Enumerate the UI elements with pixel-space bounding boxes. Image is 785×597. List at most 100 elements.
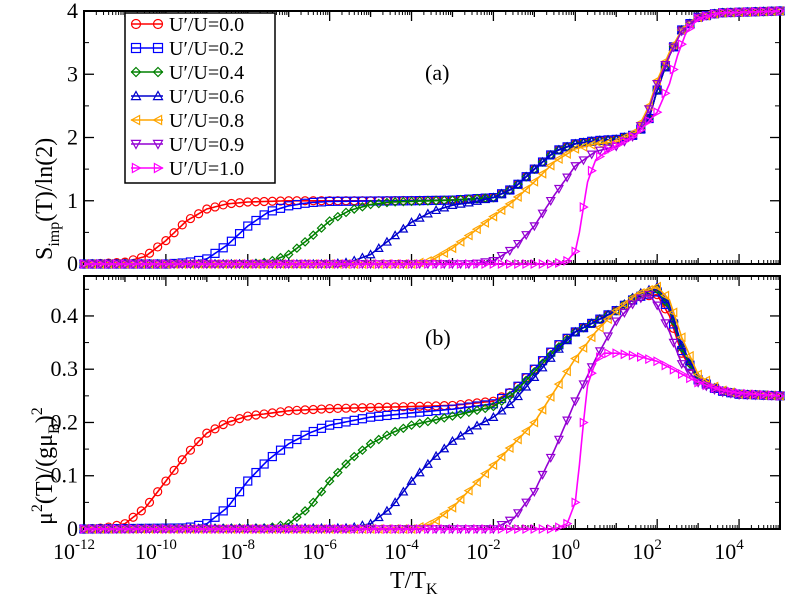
data-point xyxy=(350,523,360,535)
data-point xyxy=(218,243,228,253)
data-point xyxy=(578,156,589,166)
y-tick-label: 0 xyxy=(67,251,78,276)
data-point xyxy=(537,362,548,372)
data-point xyxy=(431,414,441,425)
data-point xyxy=(144,248,155,258)
data-point xyxy=(463,425,474,435)
data-point xyxy=(643,105,655,115)
data-point xyxy=(252,523,262,535)
data-point xyxy=(553,144,564,154)
data-point xyxy=(481,523,491,535)
data-point xyxy=(481,258,491,270)
y-tick-label: 2 xyxy=(67,125,78,150)
data-point xyxy=(686,23,696,34)
panel-b-series xyxy=(78,281,785,535)
data-point xyxy=(676,27,687,37)
data-point xyxy=(430,515,440,526)
data-point xyxy=(431,205,442,215)
data-point xyxy=(382,197,392,208)
data-point xyxy=(586,318,597,328)
data-point xyxy=(137,523,147,535)
data-point xyxy=(406,196,417,207)
data-point xyxy=(628,131,638,142)
x-tick-label: 10-8 xyxy=(221,537,256,564)
data-point xyxy=(619,308,630,318)
data-point xyxy=(645,116,655,127)
data-point xyxy=(496,188,507,198)
data-point xyxy=(553,379,563,390)
data-point xyxy=(177,455,187,465)
data-point xyxy=(579,202,589,213)
data-point xyxy=(522,523,532,535)
data-point xyxy=(702,11,712,22)
data-point xyxy=(96,523,106,535)
data-point xyxy=(317,523,327,535)
series-U′/U=1.0 xyxy=(80,348,785,535)
data-point xyxy=(570,162,581,172)
data-point xyxy=(604,145,614,156)
data-point xyxy=(316,486,327,497)
data-point xyxy=(104,523,114,535)
data-point xyxy=(308,230,319,241)
data-point xyxy=(604,348,614,359)
data-point xyxy=(218,506,228,516)
data-point xyxy=(545,453,556,463)
data-point xyxy=(717,388,728,398)
data-point xyxy=(465,258,475,270)
legend-marker-right xyxy=(152,18,164,30)
data-point xyxy=(431,450,442,460)
y-tick-label: 0.3 xyxy=(51,356,79,381)
data-point xyxy=(234,229,245,239)
data-point xyxy=(562,335,573,345)
data-point xyxy=(185,213,196,224)
data-point xyxy=(479,468,490,479)
data-point xyxy=(751,6,761,17)
legend-marker-right xyxy=(153,162,164,174)
data-point xyxy=(276,523,286,535)
data-point xyxy=(660,290,670,301)
data-point xyxy=(586,332,596,343)
data-point xyxy=(513,179,523,190)
data-point xyxy=(488,460,498,471)
x-axis-label-sub: K xyxy=(426,581,438,597)
data-point xyxy=(317,258,327,270)
data-point xyxy=(529,371,540,381)
data-point xyxy=(743,388,753,399)
data-point xyxy=(365,199,376,210)
data-point xyxy=(227,523,237,535)
data-point xyxy=(751,389,761,400)
data-point xyxy=(178,523,188,535)
legend-marker-left xyxy=(131,162,142,174)
data-point xyxy=(391,258,401,270)
data-point xyxy=(407,523,417,535)
panel-a-ylabel-sub: imp xyxy=(46,222,63,247)
data-point xyxy=(251,215,261,226)
data-point xyxy=(301,258,311,270)
data-point xyxy=(480,194,491,204)
data-point xyxy=(652,281,663,291)
data-point xyxy=(374,258,385,270)
data-point xyxy=(643,290,655,300)
data-point xyxy=(342,258,352,270)
panel-b-ylabel: μ2(T)/(gμB)2 xyxy=(29,407,63,525)
data-point xyxy=(504,516,515,526)
data-point xyxy=(611,305,622,315)
data-point xyxy=(226,416,236,426)
data-point xyxy=(325,523,335,535)
data-point xyxy=(415,523,425,535)
data-point xyxy=(725,389,736,399)
data-point xyxy=(471,477,481,488)
data-point xyxy=(488,401,499,412)
y-tick-label: 4 xyxy=(67,0,78,23)
data-point xyxy=(203,523,213,535)
legend-marker-left xyxy=(130,42,142,54)
data-point xyxy=(512,191,522,202)
data-point xyxy=(496,396,507,407)
data-point xyxy=(776,5,785,17)
data-point xyxy=(121,258,131,270)
panel-a-ylabel: Simp(T)/ln(2) xyxy=(32,138,63,260)
data-point xyxy=(112,258,122,270)
data-point xyxy=(488,411,499,421)
legend-label: U′/U=0.8 xyxy=(169,110,244,132)
data-point xyxy=(112,523,122,535)
